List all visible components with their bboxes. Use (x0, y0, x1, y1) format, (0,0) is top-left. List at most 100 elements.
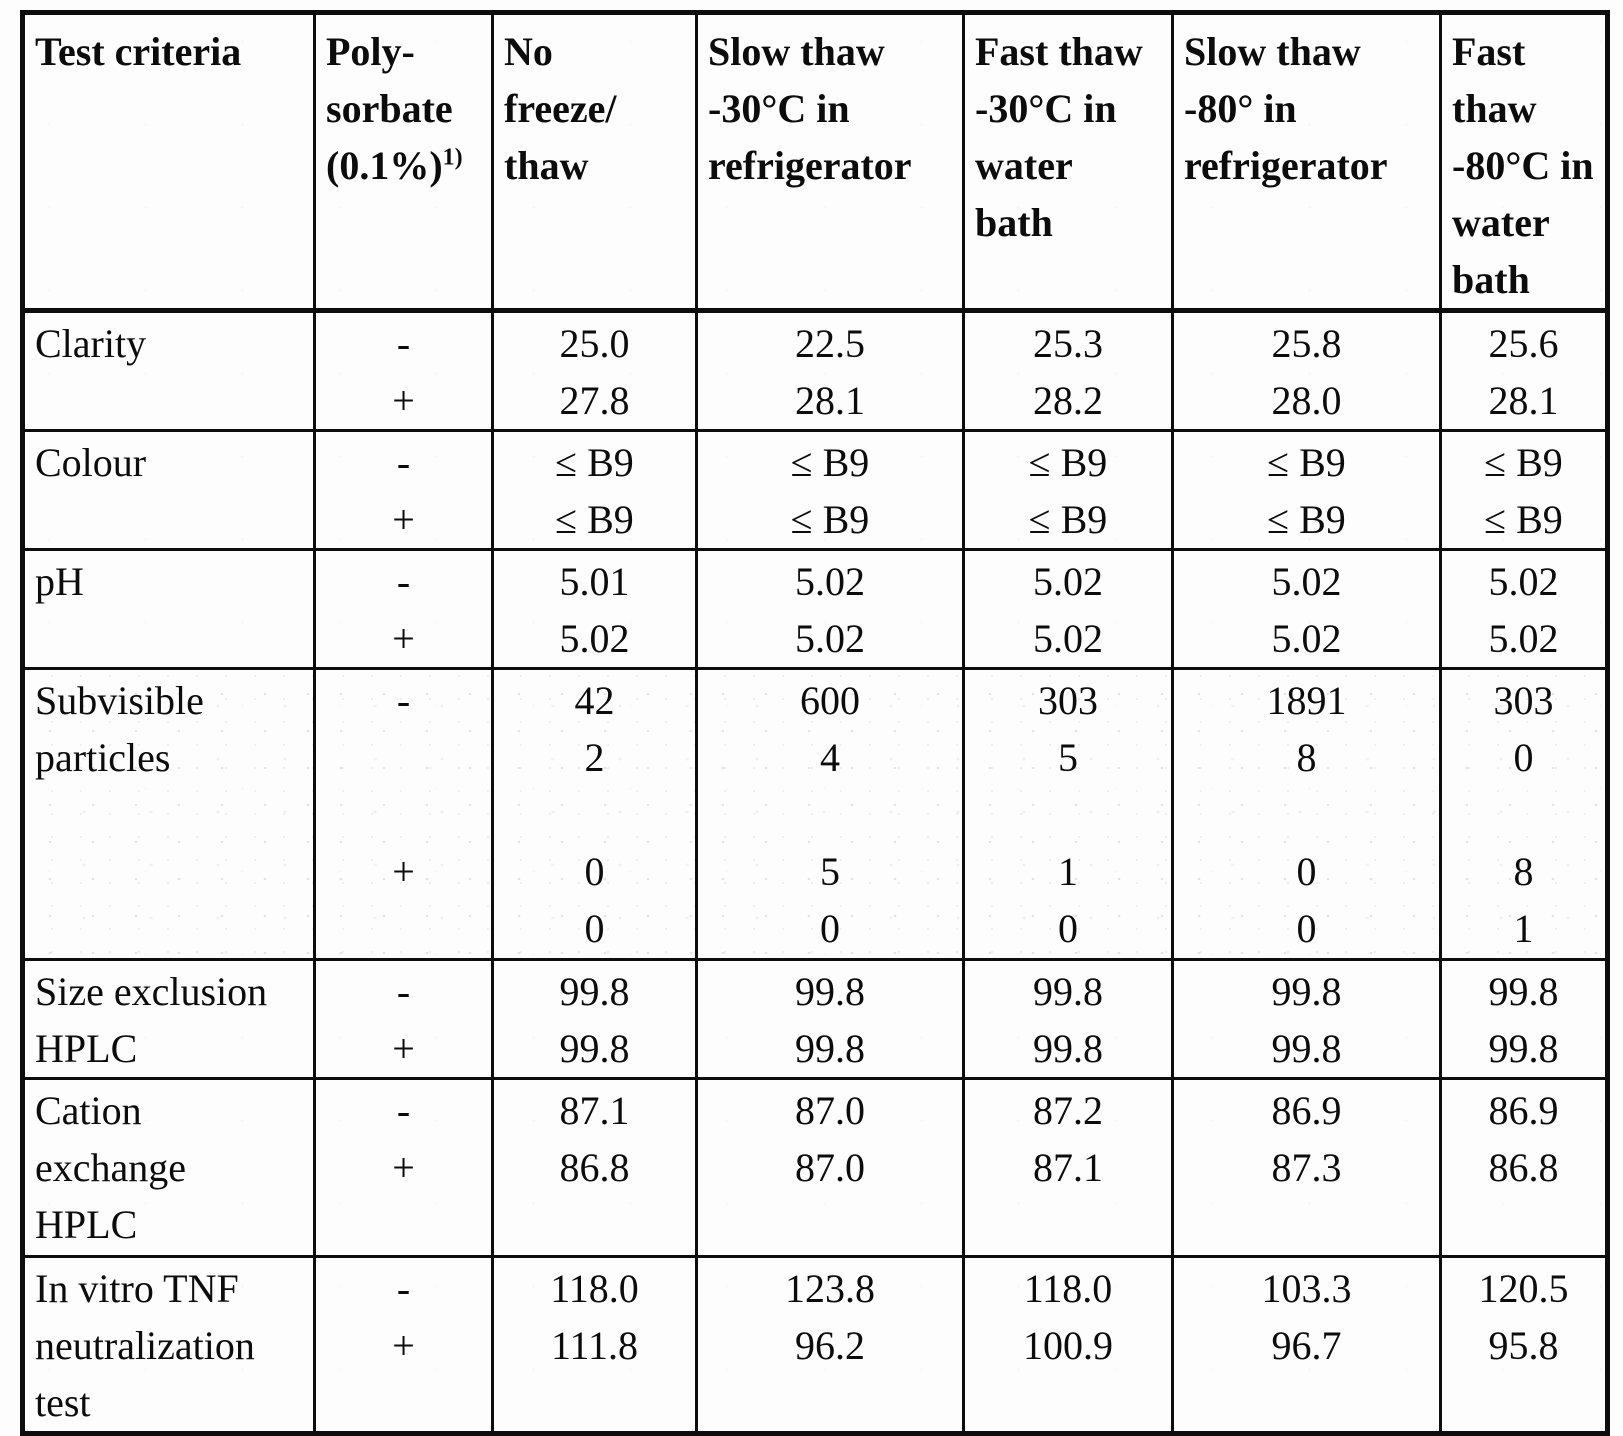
value-line-text: 111.8 (550, 1323, 639, 1368)
polysorbate-sign: - (318, 434, 489, 491)
value-cell: ≤ B9 ≤ B9 (491, 429, 698, 551)
value-line: ≤ B9 (496, 491, 693, 547)
criteria-label-line: HPLC (27, 1196, 311, 1253)
polysorbate-sign: + (318, 491, 489, 547)
value-line-text: 5.02 (1271, 616, 1342, 661)
criteria-label-line: HPLC (27, 1020, 311, 1076)
value-line-text: ≤ B9 (1028, 440, 1108, 485)
header-label-line-text: (0.1%) (326, 143, 443, 188)
value-line-text: 95.8 (1488, 1323, 1559, 1368)
header-label-line-text: Fast (1452, 29, 1526, 74)
value-line: 4 (700, 729, 960, 786)
polysorbate-sign-text: - (396, 321, 411, 366)
header-label-line-text: bath (975, 200, 1053, 245)
header-label-line-text: -30°C in (975, 86, 1117, 131)
value-line: 0 (1444, 729, 1603, 786)
value-line: 5.02 (1176, 553, 1437, 610)
row-cation-exchange-hplc: Cation exchange HPLC - +87.1 86.8 87.0 87.0 87.2… (21, 1077, 1609, 1258)
value-line: 120.5 (1444, 1260, 1603, 1317)
value-line: 99.8 (1444, 963, 1603, 1020)
criteria-cell: Clarity (21, 309, 316, 432)
value-line-text: 99.8 (1488, 969, 1559, 1014)
value-cell: 5.01 5.02 (491, 548, 698, 670)
header-cell-slow-thaw-80-in-refrigerator: Slow thaw -80° in refrigerator (1171, 11, 1442, 313)
value-line-text: 5.02 (795, 616, 865, 661)
value-cell: 123.8 96.2 (695, 1255, 965, 1435)
value-line-text: 5.02 (1488, 616, 1559, 661)
polysorbate-sign: - (318, 963, 489, 1020)
polysorbate-sign-cell: - + (313, 1255, 494, 1435)
row-in-vitro-tnf-neutralization-test: In vitro TNF neutralization test - +118.0 111… (21, 1255, 1609, 1435)
value-cell: 1891 8 0 0 (1171, 667, 1442, 961)
header-label-line: bath (967, 194, 1169, 251)
criteria-cell: pH (21, 548, 316, 670)
value-cell: 25.3 28.2 (962, 309, 1174, 432)
value-cell: 5.02 5.02 (1439, 548, 1609, 670)
value-line-text: 5.02 (1488, 559, 1559, 604)
value-line-text: 25.0 (559, 321, 630, 366)
value-line: 103.3 (1176, 1260, 1437, 1317)
value-line-text: 42 (574, 678, 615, 723)
criteria-label-line: Size exclusion (27, 963, 311, 1020)
value-line: 5.02 (700, 610, 960, 666)
value-line-text: 120.5 (1478, 1266, 1569, 1311)
value-line-text: 5.01 (559, 559, 630, 604)
value-line: ≤ B9 (1444, 491, 1603, 547)
value-line-text: ≤ B9 (1484, 497, 1563, 542)
value-cell: ≤ B9 ≤ B9 (962, 429, 1174, 551)
header-label-line: -30°C in (700, 80, 960, 137)
criteria-label-line: Clarity (27, 315, 311, 372)
value-line: 86.9 (1176, 1082, 1437, 1139)
value-line-text: 0 (584, 849, 605, 894)
value-cell: 25.0 27.8 (491, 309, 698, 432)
header-cell-test-criteria: Test criteria (21, 11, 316, 313)
value-line: 25.8 (1176, 315, 1437, 372)
header-label-line-text: refrigerator (708, 143, 912, 188)
polysorbate-sign-text: - (396, 678, 411, 723)
header-label-line: Slow thaw (700, 23, 960, 80)
value-line-text: 96.7 (1271, 1323, 1342, 1368)
criteria-label-line: pH (27, 553, 311, 610)
value-line: 99.8 (1176, 963, 1437, 1020)
value-cell: 120.5 95.8 (1439, 1255, 1609, 1435)
value-line: 8 (1176, 729, 1437, 786)
value-line (1176, 786, 1437, 843)
value-line: ≤ B9 (1176, 434, 1437, 491)
criteria-label-line-text: In vitro TNF (35, 1266, 239, 1311)
value-cell: 86.9 87.3 (1171, 1077, 1442, 1258)
value-line: 99.8 (967, 1020, 1169, 1076)
value-line-text: ≤ B9 (555, 497, 634, 542)
value-line: 0 (496, 843, 693, 900)
value-cell: 600 4 5 0 (695, 667, 965, 961)
value-line-text: 96.2 (795, 1323, 865, 1368)
header-label-line-text: water (975, 143, 1073, 188)
polysorbate-sign: - (318, 1260, 489, 1317)
value-line: 96.2 (700, 1317, 960, 1374)
value-line: 42 (496, 672, 693, 729)
criteria-cell: Cation exchange HPLC (21, 1077, 316, 1258)
value-line-text: 118.0 (1023, 1266, 1113, 1311)
value-line-text: 87.0 (795, 1145, 865, 1190)
value-line-text: 8 (1513, 849, 1534, 894)
value-cell: 99.8 99.8 (695, 958, 965, 1080)
header-label-line-text: thaw (504, 143, 589, 188)
freeze-thaw-stability-table: Test criteria Poly-sorbate (0.1%)1) No freez… (20, 10, 1610, 1436)
value-line-text: 86.9 (1271, 1088, 1342, 1133)
polysorbate-sign: + (318, 610, 489, 666)
polysorbate-sign-cell: - + (313, 958, 494, 1080)
footnote-marker: 1) (442, 144, 463, 171)
value-line: 99.8 (496, 963, 693, 1020)
value-line: 86.8 (496, 1139, 693, 1196)
value-cell: 5.02 5.02 (1171, 548, 1442, 670)
value-line-text: 28.1 (795, 378, 865, 423)
header-label-line-text: Test criteria (35, 29, 242, 74)
value-line-text: 4 (820, 735, 840, 780)
value-line-text: ≤ B9 (1484, 440, 1563, 485)
value-line: 5 (967, 729, 1169, 786)
value-line: 96.7 (1176, 1317, 1437, 1374)
header-label-line-text: -80° in (1184, 86, 1297, 131)
value-cell: 99.8 99.8 (962, 958, 1174, 1080)
value-cell: 25.6 28.1 (1439, 309, 1609, 432)
criteria-label-line: exchange (27, 1139, 311, 1196)
